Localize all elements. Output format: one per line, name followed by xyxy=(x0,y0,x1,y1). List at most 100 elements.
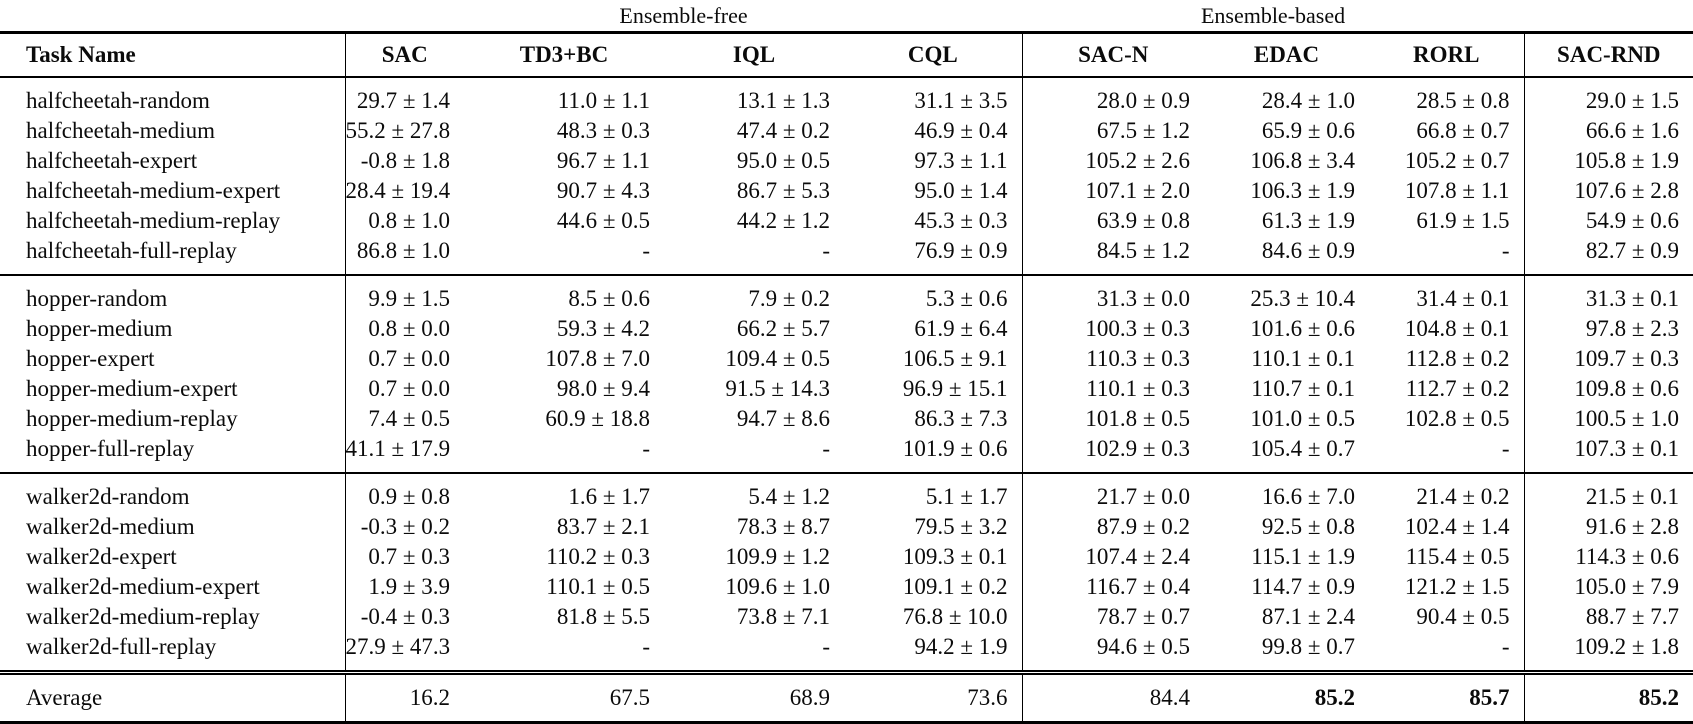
average-value-iql: 68.9 xyxy=(664,670,844,724)
value-cell-td3+bc: 8.5 ± 0.6 xyxy=(464,274,664,314)
value-cell-edac: 105.4 ± 0.7 xyxy=(1250,436,1356,461)
value-cell-td3+bc: 83.7 ± 2.1 xyxy=(556,514,650,539)
value-cell-sac-n: 110.1 ± 0.3 xyxy=(1021,374,1205,404)
value-cell-edac: 87.1 ± 2.4 xyxy=(1261,604,1356,629)
value-cell-td3+bc: 81.8 ± 5.5 xyxy=(556,604,650,629)
value-cell-iql: 109.4 ± 0.5 xyxy=(725,346,830,371)
table-row-hopper-full-replay: hopper-full-replay 41.1 ± 17.9 - - 101.9 ± 0… xyxy=(0,434,1693,473)
task-name-header: Task Name xyxy=(0,31,345,78)
average-value-edac: 85.2 xyxy=(1204,670,1370,724)
value-cell-sac-rnd: 114.3 ± 0.6 xyxy=(1523,542,1693,572)
value-cell-iql: 91.5 ± 14.3 xyxy=(725,376,830,401)
value-cell-rorl: 107.8 ± 1.1 xyxy=(1404,178,1510,203)
value-cell-edac: 99.8 ± 0.7 xyxy=(1261,634,1356,659)
group-header-spacer-right xyxy=(1524,0,1693,33)
value-cell-td3+bc: 107.8 ± 7.0 xyxy=(545,346,650,371)
value-cell-sac-rnd: 21.5 ± 0.1 xyxy=(1523,472,1693,512)
value-cell-sac-n: 110.3 ± 0.3 xyxy=(1021,344,1205,374)
table-row-halfcheetah-expert: halfcheetah-expert -0.8 ± 1.8 96.7 ± 1.1 95… xyxy=(0,146,1693,176)
value-cell-sac-rnd: 54.9 ± 0.6 xyxy=(1523,206,1693,236)
value-cell-rorl: 121.2 ± 1.5 xyxy=(1404,574,1510,599)
value-cell-cql: 76.8 ± 10.0 xyxy=(902,604,1008,629)
value-cell-sac: -0.8 ± 1.8 xyxy=(344,146,464,176)
value-cell-rorl: 112.8 ± 0.2 xyxy=(1405,346,1510,371)
average-row: Average 16.2 67.5 68.9 73.6 84.4 85.2 85.7 85.2 xyxy=(0,670,1693,724)
group-header-spacer-left xyxy=(0,0,345,33)
average-value-rorl: 85.7 xyxy=(1369,670,1525,724)
value-cell-sac-n: 107.4 ± 2.4 xyxy=(1021,542,1205,572)
value-cell-sac: 0.7 ± 0.0 xyxy=(344,374,464,404)
value-cell-sac: -0.4 ± 0.3 xyxy=(344,602,464,632)
task-cell: hopper-random xyxy=(0,274,345,314)
value-cell-cql: 5.3 ± 0.6 xyxy=(844,274,1023,314)
value-cell-sac: 55.2 ± 27.8 xyxy=(344,116,464,146)
table-row-hopper-random: hopper-random 9.9 ± 1.5 8.5 ± 0.6 7.9 ± 0.2… xyxy=(0,274,1693,314)
value-cell-iql: 78.3 ± 8.7 xyxy=(736,514,830,539)
value-cell-sac-rnd: 105.8 ± 1.9 xyxy=(1523,146,1693,176)
value-cell-rorl: 61.9 ± 1.5 xyxy=(1416,208,1510,233)
value-cell-iql: 13.1 ± 1.3 xyxy=(736,88,830,113)
algorithm-header-td3+bc: TD3+BC xyxy=(464,31,664,78)
average-value-td3+bc: 67.5 xyxy=(464,670,664,724)
value-cell-sac: 86.8 ± 1.0 xyxy=(344,236,464,275)
task-cell: halfcheetah-random xyxy=(26,88,210,113)
value-cell-sac: -0.3 ± 0.2 xyxy=(344,512,464,542)
value-cell-rorl: - xyxy=(1501,436,1510,461)
value-cell-sac-n: 101.8 ± 0.5 xyxy=(1021,404,1205,434)
value-cell-sac: 0.7 ± 0.0 xyxy=(344,344,464,374)
value-cell-sac: 27.9 ± 47.3 xyxy=(344,632,464,673)
algorithm-header-edac: EDAC xyxy=(1204,31,1370,78)
value-cell-edac: 101.0 ± 0.5 xyxy=(1250,406,1356,431)
task-cell: hopper-expert xyxy=(26,346,155,371)
table-row-walker2d-full-replay: walker2d-full-replay 27.9 ± 47.3 - - 94.2 ± … xyxy=(0,632,1693,673)
value-cell-cql: 61.9 ± 6.4 xyxy=(914,316,1008,341)
value-cell-cql: 31.1 ± 3.5 xyxy=(914,88,1008,113)
table-body: halfcheetah-random 29.7 ± 1.4 11.0 ± 1.1 13… xyxy=(0,77,1693,724)
table-row-halfcheetah-medium-replay: halfcheetah-medium-replay 0.8 ± 1.0 44.6 ±… xyxy=(0,206,1693,236)
task-cell: hopper-full-replay xyxy=(26,436,195,461)
value-cell-cql: 94.2 ± 1.9 xyxy=(914,634,1008,659)
table-head: Ensemble-free Ensemble-based Task Name SA… xyxy=(0,0,1693,78)
average-value-cql: 73.6 xyxy=(844,670,1023,724)
value-cell-rorl: 104.8 ± 0.1 xyxy=(1404,316,1510,341)
value-cell-sac-n: 116.7 ± 0.4 xyxy=(1021,572,1205,602)
value-cell-edac: 28.4 ± 1.0 xyxy=(1261,88,1356,113)
value-cell-rorl: 28.5 ± 0.8 xyxy=(1416,88,1510,113)
value-cell-sac-n: 63.9 ± 0.8 xyxy=(1021,206,1205,236)
value-cell-sac-rnd: 107.6 ± 2.8 xyxy=(1523,176,1693,206)
value-cell-td3+bc: 44.6 ± 0.5 xyxy=(556,208,650,233)
value-cell-rorl: 21.4 ± 0.2 xyxy=(1369,472,1525,512)
value-cell-sac-n: 102.9 ± 0.3 xyxy=(1021,434,1205,473)
table-row-hopper-medium: hopper-medium 0.8 ± 0.0 59.3 ± 4.2 66.2 ± 5… xyxy=(0,314,1693,344)
value-cell-rorl: 112.7 ± 0.2 xyxy=(1405,376,1510,401)
value-cell-cql: 106.5 ± 9.1 xyxy=(902,346,1008,371)
average-label: Average xyxy=(0,670,345,724)
table-row-hopper-expert: hopper-expert 0.7 ± 0.0 107.8 ± 7.0 109.4 ±… xyxy=(0,344,1693,374)
value-cell-edac: 115.1 ± 1.9 xyxy=(1251,544,1356,569)
value-cell-cql: 101.9 ± 0.6 xyxy=(902,436,1008,461)
algorithm-header-cql: CQL xyxy=(844,31,1023,78)
algorithm-header-sac-rnd: SAC-RND xyxy=(1523,31,1693,78)
value-cell-sac-n: 94.6 ± 0.5 xyxy=(1021,632,1205,673)
value-cell-iql: 86.7 ± 5.3 xyxy=(736,178,830,203)
value-cell-cql: 46.9 ± 0.4 xyxy=(914,118,1008,143)
value-cell-sac-n: 87.9 ± 0.2 xyxy=(1021,512,1205,542)
value-cell-iql: 109.9 ± 1.2 xyxy=(725,544,830,569)
task-cell: halfcheetah-full-replay xyxy=(26,238,237,263)
value-cell-sac-n: 21.7 ± 0.0 xyxy=(1021,472,1205,512)
value-cell-sac-n: 107.1 ± 2.0 xyxy=(1021,176,1205,206)
table-row-halfcheetah-medium-expert: halfcheetah-medium-expert 28.4 ± 19.4 90.7… xyxy=(0,176,1693,206)
value-cell-edac: 106.8 ± 3.4 xyxy=(1250,148,1356,173)
value-cell-sac-rnd: 109.7 ± 0.3 xyxy=(1523,344,1693,374)
value-cell-sac-rnd: 88.7 ± 7.7 xyxy=(1523,602,1693,632)
value-cell-edac: 61.3 ± 1.9 xyxy=(1261,208,1356,233)
value-cell-sac-rnd: 100.5 ± 1.0 xyxy=(1523,404,1693,434)
value-cell-sac-n: 105.2 ± 2.6 xyxy=(1021,146,1205,176)
value-cell-td3+bc: 48.3 ± 0.3 xyxy=(556,118,650,143)
value-cell-sac-rnd: 66.6 ± 1.6 xyxy=(1523,116,1693,146)
value-cell-cql: 97.3 ± 1.1 xyxy=(914,148,1008,173)
value-cell-edac: 92.5 ± 0.8 xyxy=(1261,514,1356,539)
value-cell-rorl: 102.4 ± 1.4 xyxy=(1404,514,1510,539)
